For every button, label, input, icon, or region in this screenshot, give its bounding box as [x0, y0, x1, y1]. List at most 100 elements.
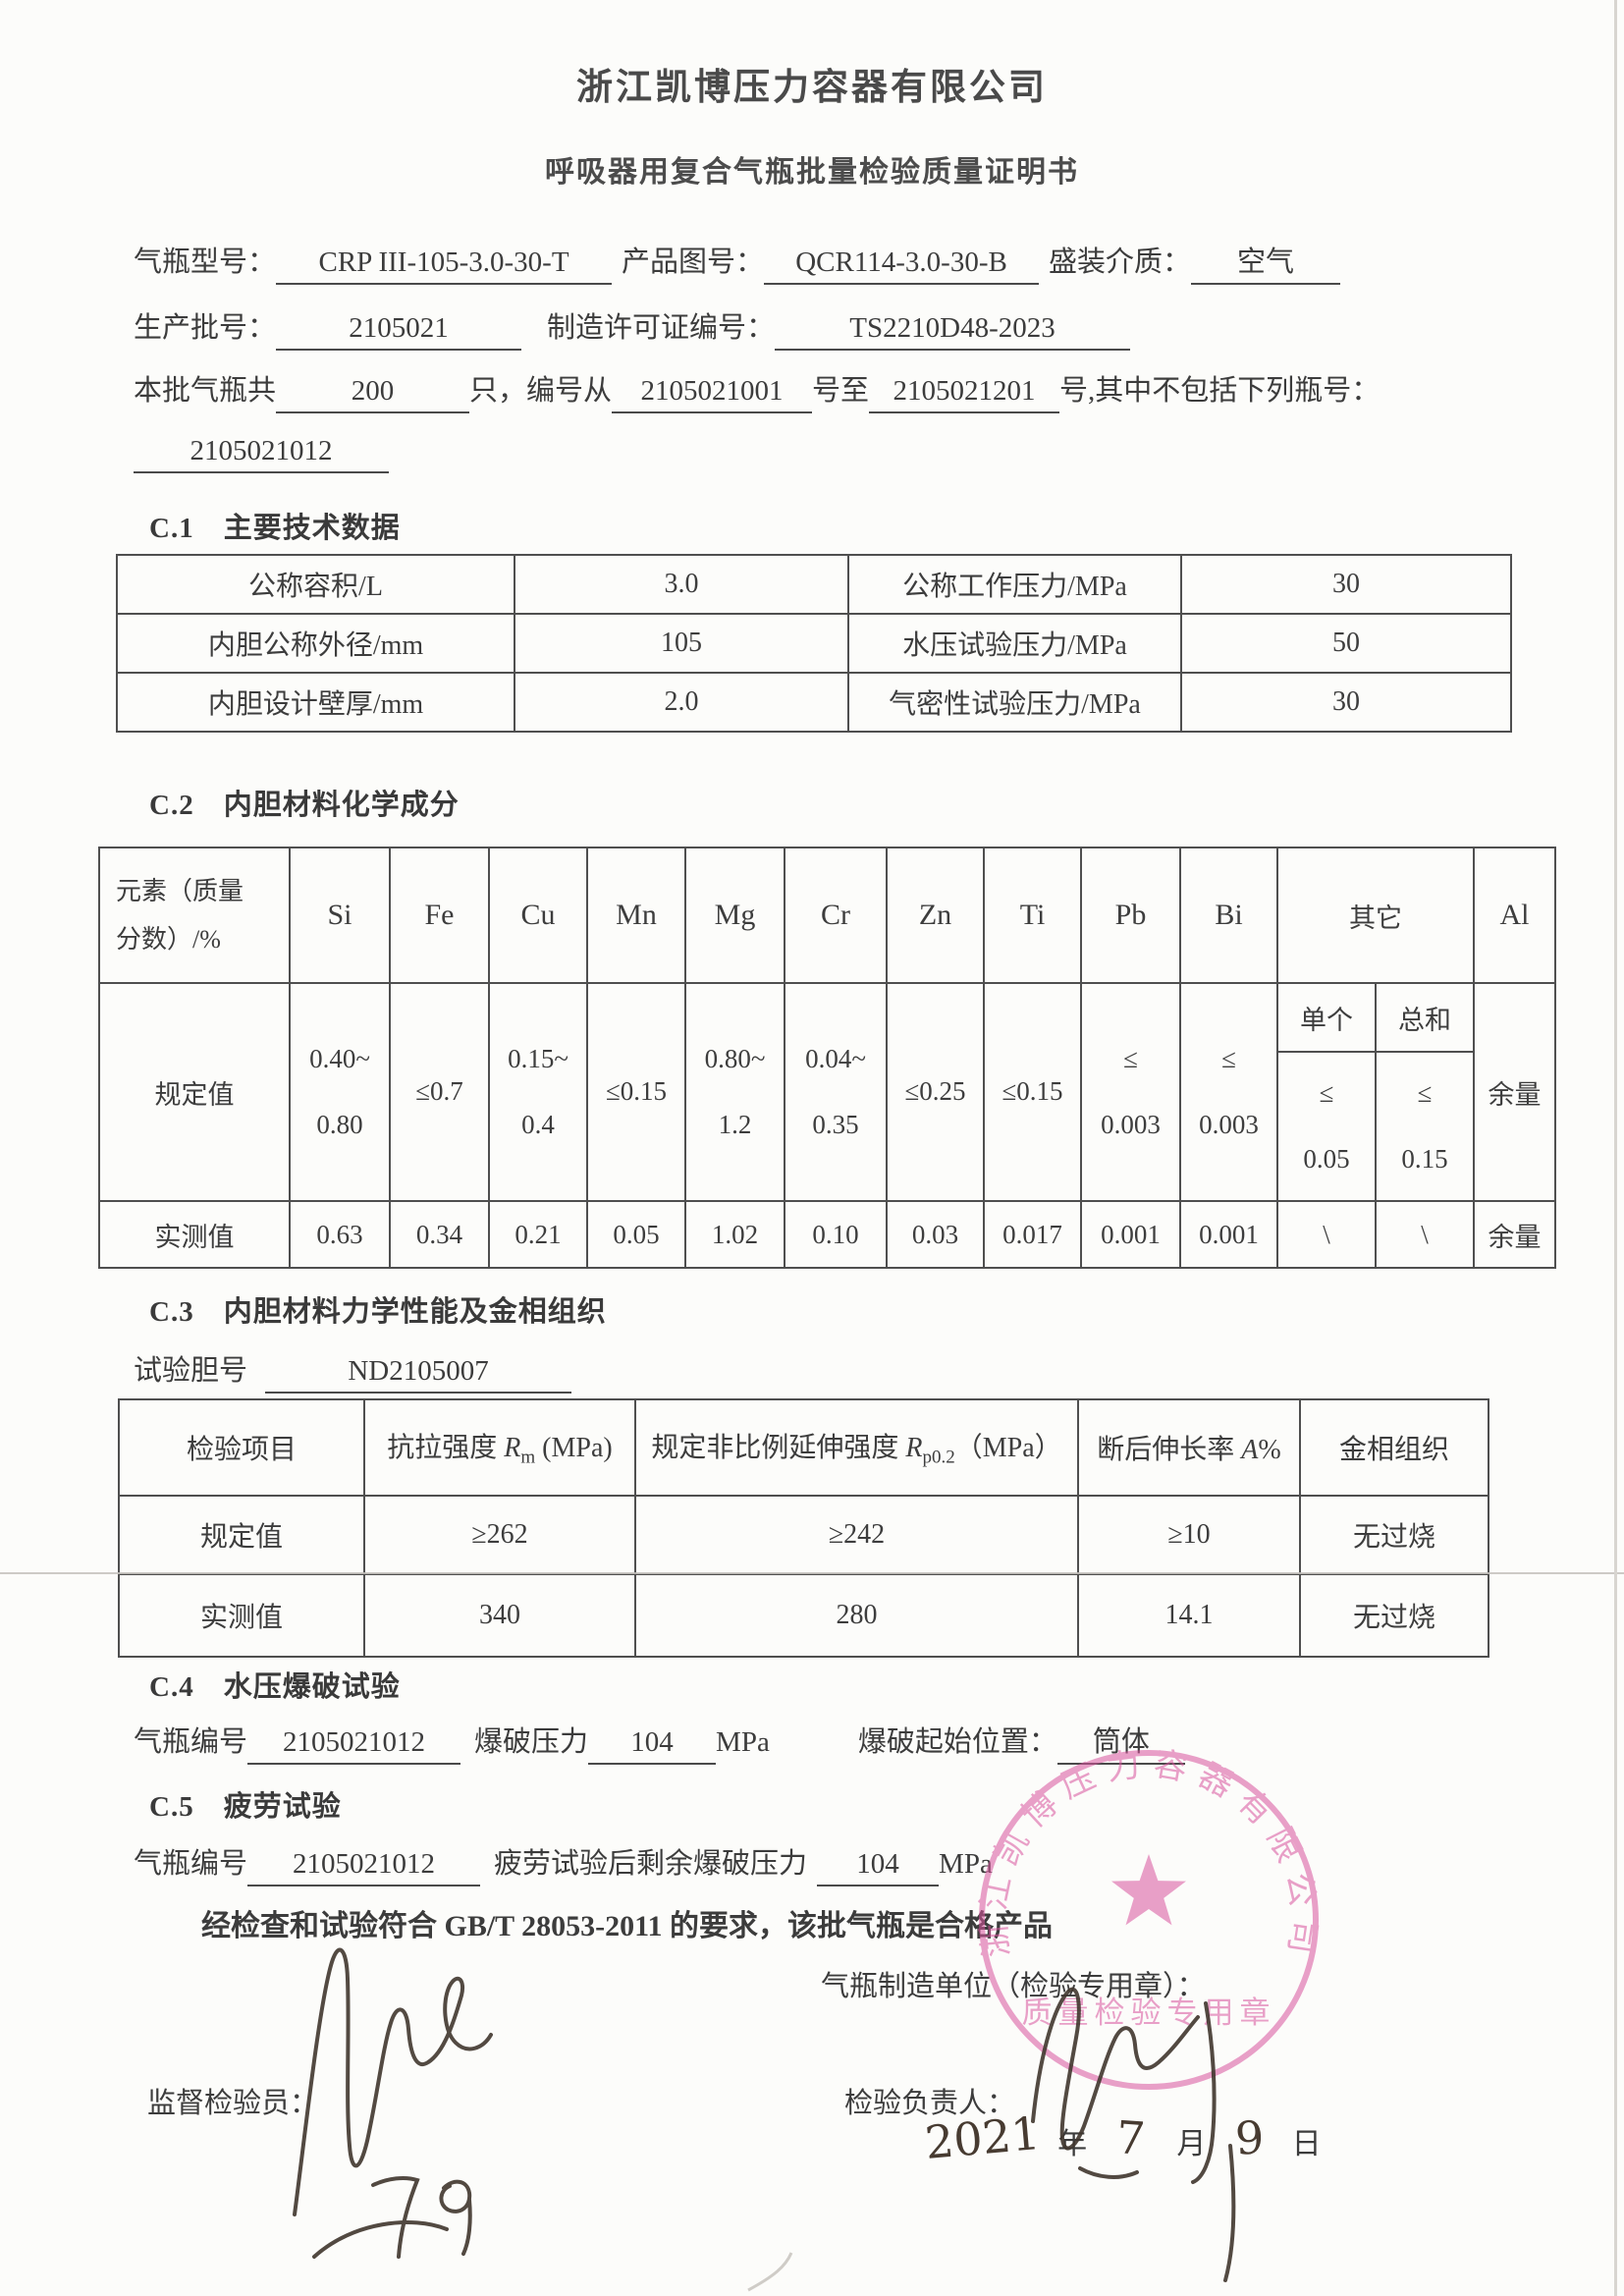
- measured-value: 0.21: [488, 1200, 588, 1269]
- fatigue-test-line: 气瓶编号 2105021012 疲劳试验后剩余爆破压力 104 MPa: [134, 1840, 993, 1886]
- spec-value: 0.15~ 0.4: [488, 982, 588, 1202]
- c1-cell: 气密性试验压力/MPa: [847, 672, 1182, 733]
- license-no-value: TS2210D48-2023: [775, 309, 1131, 351]
- c3-header-text: 断后伸长率: [1097, 1435, 1242, 1465]
- table-row: 内胆设计壁厚/mm 2.0 气密性试验压力/MPa 30: [116, 672, 1512, 733]
- measured-value: 0.001: [1080, 1200, 1181, 1269]
- al-measured-value: 余量: [1473, 1200, 1556, 1269]
- c1-cell: 3.0: [514, 554, 849, 615]
- date-line: 2021 年 7 月 9 日: [923, 2106, 1322, 2169]
- other-single-measured: \: [1276, 1200, 1377, 1269]
- other-total-spec: ≤ 0.15: [1375, 1051, 1475, 1202]
- element-symbol: Mn: [586, 847, 686, 984]
- spec-value: ≤ 0.003: [1179, 982, 1278, 1202]
- table-row: 实测值 340 280 14.1 无过烧: [118, 1573, 1489, 1658]
- element-symbol: Pb: [1080, 847, 1181, 984]
- c4-location-label: 爆破起始位置：: [857, 1726, 1057, 1758]
- measured-value: 0.001: [1179, 1200, 1278, 1269]
- c1-cell: 30: [1180, 672, 1512, 733]
- other-header-cell: 其它: [1276, 847, 1475, 984]
- c3-header-text: %: [1258, 1435, 1281, 1465]
- liner-no-value: ND2105007: [265, 1352, 572, 1394]
- c5-serial-value: 2105021012: [247, 1845, 481, 1886]
- c3-header-subscript: m: [520, 1447, 536, 1468]
- count-suffix: 号,其中不包括下列瓶号：: [1059, 375, 1380, 407]
- section-c3-heading: C.3 内胆材料力学性能及金相组织: [149, 1296, 607, 1328]
- technical-data-table: 公称容积/L 3.0 公称工作压力/MPa 30 内胆公称外径/mm 105 水…: [116, 554, 1512, 733]
- c3-spec-cell: ≥10: [1077, 1495, 1301, 1575]
- table-row: 规定值 0.40~ 0.80 ≤0.7 0.15~ 0.4 ≤0.15 0.80…: [98, 982, 1556, 1202]
- serial-join: 号至: [812, 375, 870, 407]
- page-fold-mark: [747, 2252, 793, 2292]
- c3-header-text: (MPa): [535, 1433, 613, 1464]
- c3-spec-cell: ≥262: [363, 1495, 636, 1575]
- table-row: 规定值 ≥262 ≥242 ≥10 无过烧: [118, 1495, 1489, 1575]
- c3-measured-cell: 无过烧: [1299, 1573, 1489, 1658]
- c3-header-cell: 金相组织: [1299, 1398, 1489, 1497]
- measured-value: 0.05: [586, 1200, 686, 1269]
- table-row: 公称容积/L 3.0 公称工作压力/MPa 30: [116, 554, 1512, 615]
- count-prefix: 本批气瓶共: [134, 375, 277, 407]
- c1-cell: 105: [514, 613, 849, 674]
- burst-test-line: 气瓶编号 2105021012 爆破压力 104 MPa 爆破起始位置： 筒体: [134, 1719, 1185, 1765]
- measured-value: 0.63: [289, 1200, 391, 1269]
- date-day-unit: 日: [1291, 2128, 1322, 2160]
- c5-serial-label: 气瓶编号: [134, 1848, 248, 1880]
- spec-value: 0.04~ 0.35: [784, 982, 888, 1202]
- c3-header-text: （MPa）: [954, 1433, 1062, 1464]
- element-symbol: Zn: [886, 847, 985, 984]
- element-header-cell: 元素（质量 分数）/%: [98, 847, 291, 984]
- batch-no-value: 2105021: [276, 309, 522, 351]
- c3-measured-cell: 14.1: [1077, 1573, 1301, 1658]
- al-spec-value: 余量: [1473, 982, 1556, 1202]
- c3-header-symbol: A: [1241, 1435, 1259, 1465]
- c3-spec-cell: ≥242: [634, 1495, 1079, 1575]
- c3-header-text: 抗拉强度: [387, 1433, 505, 1464]
- table-row: 内胆公称外径/mm 105 水压试验压力/MPa 50: [116, 613, 1512, 674]
- other-single-label: 单个: [1276, 982, 1377, 1053]
- other-total-measured: \: [1375, 1200, 1475, 1269]
- c3-header-cell: 抗拉强度 Rm (MPa): [363, 1398, 636, 1497]
- date-year-unit: 年: [1057, 2128, 1088, 2160]
- c1-cell: 内胆公称外径/mm: [116, 613, 515, 674]
- measured-value: 0.03: [886, 1200, 985, 1269]
- count-unit: 只，编号从: [469, 375, 613, 407]
- spec-value: ≤0.15: [586, 982, 686, 1202]
- batch-no-label: 生产批号：: [134, 312, 277, 344]
- other-total-label: 总和: [1375, 982, 1475, 1053]
- c3-header-cell: 规定非比例延伸强度 Rp0.2（MPa）: [634, 1398, 1079, 1497]
- stamp-star-icon: [1111, 1854, 1186, 1926]
- date-month-unit: 月: [1176, 2128, 1207, 2160]
- drawing-no-value: QCR114-3.0-30-B: [764, 244, 1040, 285]
- element-symbol: Mg: [684, 847, 785, 984]
- cylinder-model-label: 气瓶型号：: [134, 246, 277, 278]
- excluded-serial-value: 2105021012: [134, 432, 389, 473]
- element-symbol: Ti: [983, 847, 1082, 984]
- element-symbol: Bi: [1179, 847, 1278, 984]
- c1-cell: 内胆设计壁厚/mm: [116, 672, 515, 733]
- spec-value: ≤0.25: [886, 982, 985, 1202]
- c3-header-subscript: p0.2: [922, 1447, 955, 1468]
- spec-row-label: 规定值: [98, 982, 291, 1202]
- maker-seal-label: 气瓶制造单位（检验专用章）：: [821, 1971, 1206, 2002]
- table-row: 检验项目 抗拉强度 Rm (MPa) 规定非比例延伸强度 Rp0.2（MPa） …: [118, 1398, 1489, 1497]
- measured-row-label: 实测值: [98, 1200, 291, 1269]
- c4-serial-label: 气瓶编号: [134, 1726, 248, 1758]
- c1-cell: 2.0: [514, 672, 849, 733]
- liner-no-line: 试验胆号 ND2105007: [134, 1347, 572, 1394]
- spec-value: ≤0.15: [983, 982, 1082, 1202]
- element-symbol: Fe: [389, 847, 490, 984]
- c3-measured-cell: 340: [363, 1573, 636, 1658]
- al-header-cell: Al: [1473, 847, 1556, 984]
- c3-spec-cell: 无过烧: [1299, 1495, 1489, 1575]
- table-row: 元素（质量 分数）/% Si Fe Cu Mn Mg Cr Zn Ti Pb B…: [98, 847, 1556, 984]
- c1-cell: 50: [1180, 613, 1512, 674]
- element-symbol: Si: [289, 847, 391, 984]
- chemical-composition-table: 元素（质量 分数）/% Si Fe Cu Mn Mg Cr Zn Ti Pb B…: [98, 847, 1556, 1269]
- c1-cell: 公称容积/L: [116, 554, 515, 615]
- table-row: 实测值 0.63 0.34 0.21 0.05 1.02 0.10 0.03 0…: [98, 1200, 1556, 1269]
- spec-value: ≤0.7: [389, 982, 490, 1202]
- c3-spec-cell: 规定值: [118, 1495, 365, 1575]
- section-c4-heading: C.4 水压爆破试验: [149, 1671, 401, 1703]
